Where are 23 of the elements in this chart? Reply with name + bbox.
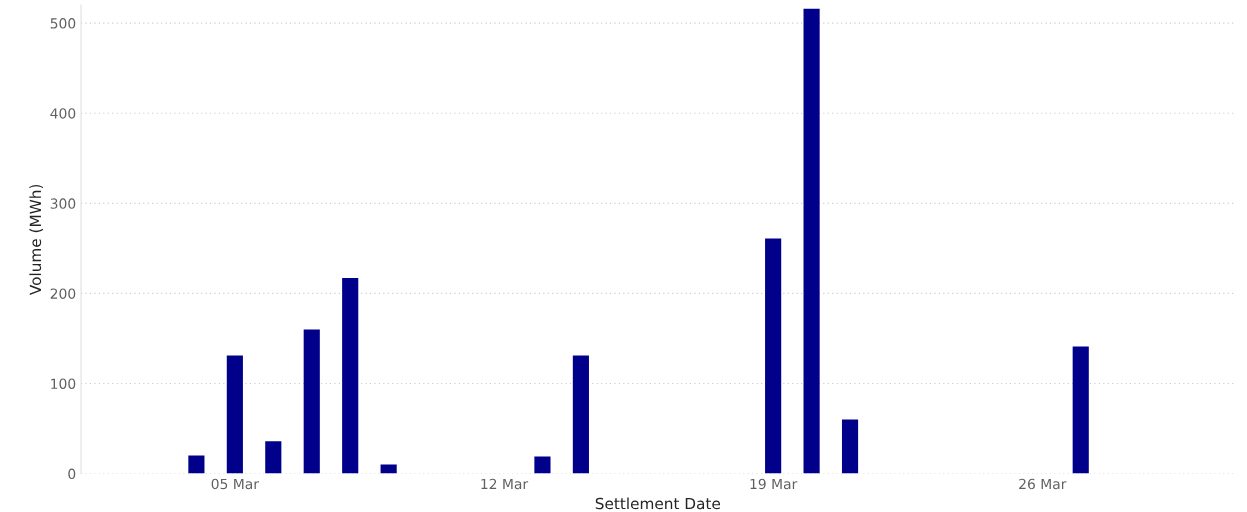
x-tick-label: 12 Mar [481, 478, 529, 490]
y-tick-label: 100 [51, 378, 76, 389]
bar [265, 441, 282, 474]
bar [342, 278, 359, 474]
bar [572, 355, 589, 474]
bar [1072, 346, 1089, 474]
y-tick-label: 300 [50, 198, 76, 209]
y-tick-label: 200 [50, 288, 76, 299]
x-tick-label: 05 Mar [211, 478, 259, 490]
bar [188, 455, 205, 474]
y-axis-title: Volume (MWh) [29, 184, 43, 296]
bar [765, 238, 782, 474]
y-tick-label: 400 [50, 108, 76, 119]
bar [226, 355, 243, 474]
x-axis-title: Settlement Date [595, 497, 720, 510]
bar [803, 8, 820, 474]
x-tick-label: 19 Mar [750, 478, 798, 490]
bar [534, 456, 551, 474]
bar [841, 419, 859, 474]
x-tick-label: 26 Mar [1019, 478, 1067, 490]
y-tick-label: 0 [68, 468, 76, 480]
bar [303, 329, 320, 474]
y-tick-label: 500 [50, 18, 76, 29]
